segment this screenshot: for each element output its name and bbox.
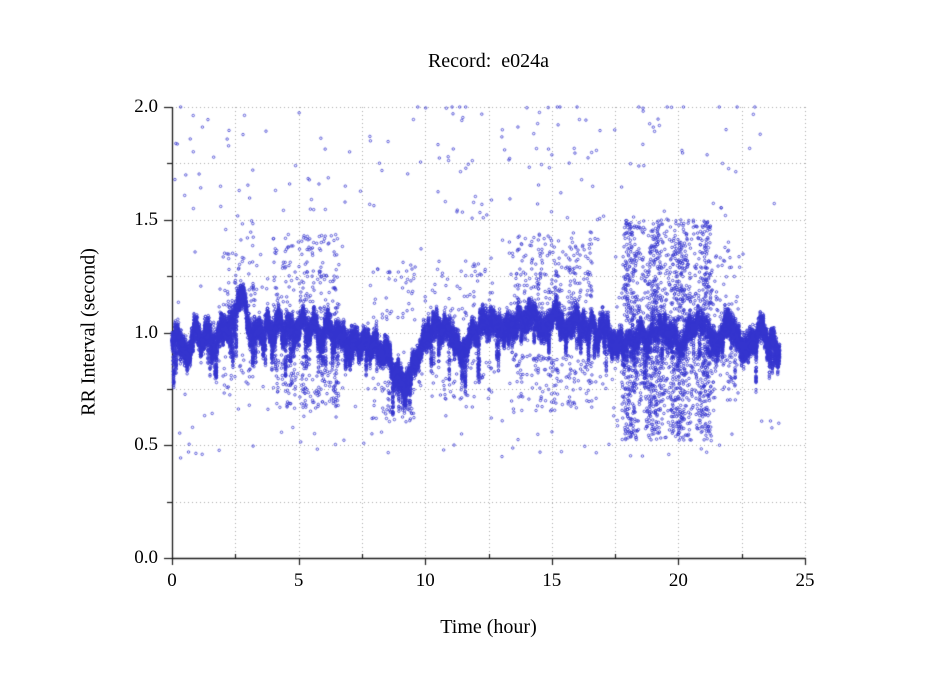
y-tick-label: 0.5 bbox=[134, 434, 158, 456]
chart-title: Record: e024a bbox=[427, 50, 550, 72]
x-tick-label: 5 bbox=[293, 570, 304, 591]
y-tick-label: 0.0 bbox=[134, 547, 158, 568]
y-tick-label: 1.0 bbox=[134, 321, 158, 343]
x-tick-label: 0 bbox=[167, 570, 177, 591]
y-tick-label: 2.0 bbox=[134, 96, 158, 117]
x-tick-label: 10 bbox=[415, 570, 435, 591]
y-axis-label: RR Interval (second) bbox=[77, 248, 100, 416]
x-tick-label: 25 bbox=[795, 570, 815, 591]
x-axis-label: Time (hour) bbox=[440, 616, 537, 638]
x-tick-label: 20 bbox=[668, 570, 688, 591]
x-tick-label: 15 bbox=[542, 570, 562, 591]
y-tick-label: 1.5 bbox=[134, 208, 158, 230]
